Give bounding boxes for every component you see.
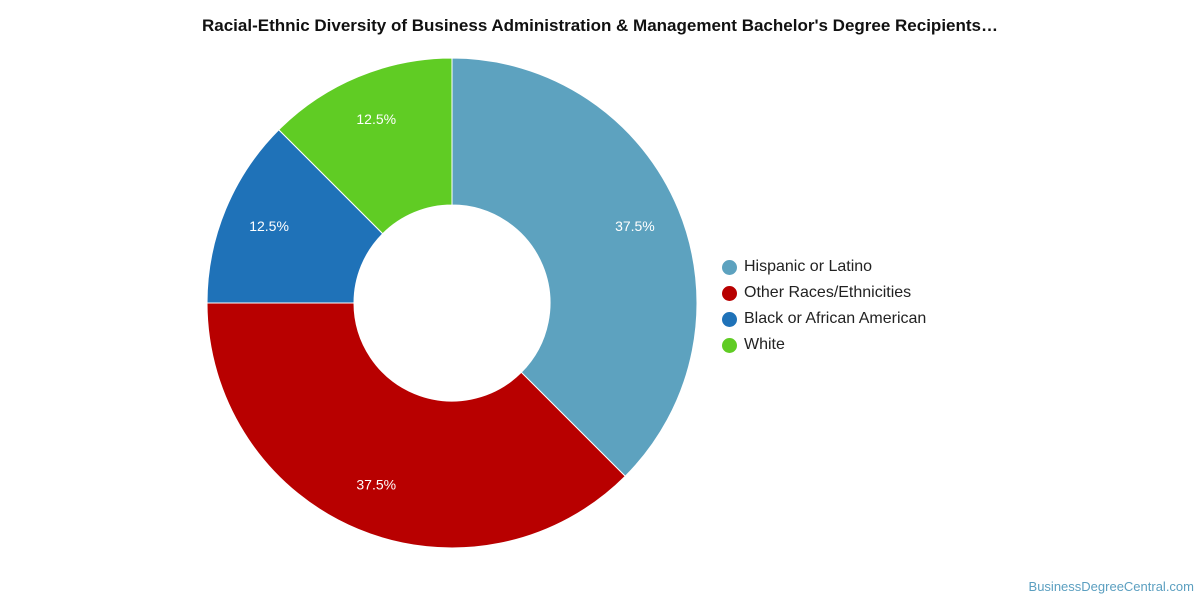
legend-item[interactable]: Other Races/Ethnicities: [722, 280, 926, 306]
slice-hispanic-or-latino[interactable]: [451, 57, 698, 477]
legend-swatch: [722, 285, 737, 301]
legend-label: Other Races/Ethnicities: [744, 284, 912, 301]
legend-swatch: [722, 311, 737, 327]
legend-swatch: [722, 259, 737, 275]
slice-label: 12.5%: [356, 111, 396, 127]
legend-label: Hispanic or Latino: [744, 258, 873, 275]
source-link[interactable]: BusinessDegreeCentral.com: [1028, 579, 1194, 594]
legend-label: Black or African American: [744, 310, 927, 327]
legend-label: White: [744, 336, 785, 353]
slice-white[interactable]: [278, 57, 453, 235]
chart-title: Racial-Ethnic Diversity of Business Admi…: [201, 16, 998, 35]
legend-swatch: [722, 337, 737, 353]
legend-item[interactable]: Black or African American: [722, 306, 926, 332]
slice-other-races-ethnicities[interactable]: [206, 302, 626, 549]
slice-black-or-african-american[interactable]: [206, 129, 384, 304]
slice-label: 37.5%: [615, 218, 655, 234]
legend-item[interactable]: Hispanic or Latino: [722, 254, 926, 280]
slice-label: 12.5%: [249, 218, 289, 234]
legend-item[interactable]: White: [722, 332, 926, 358]
legend: Hispanic or Latino Other Races/Ethnicitie…: [722, 254, 926, 358]
slice-label: 37.5%: [356, 477, 396, 493]
